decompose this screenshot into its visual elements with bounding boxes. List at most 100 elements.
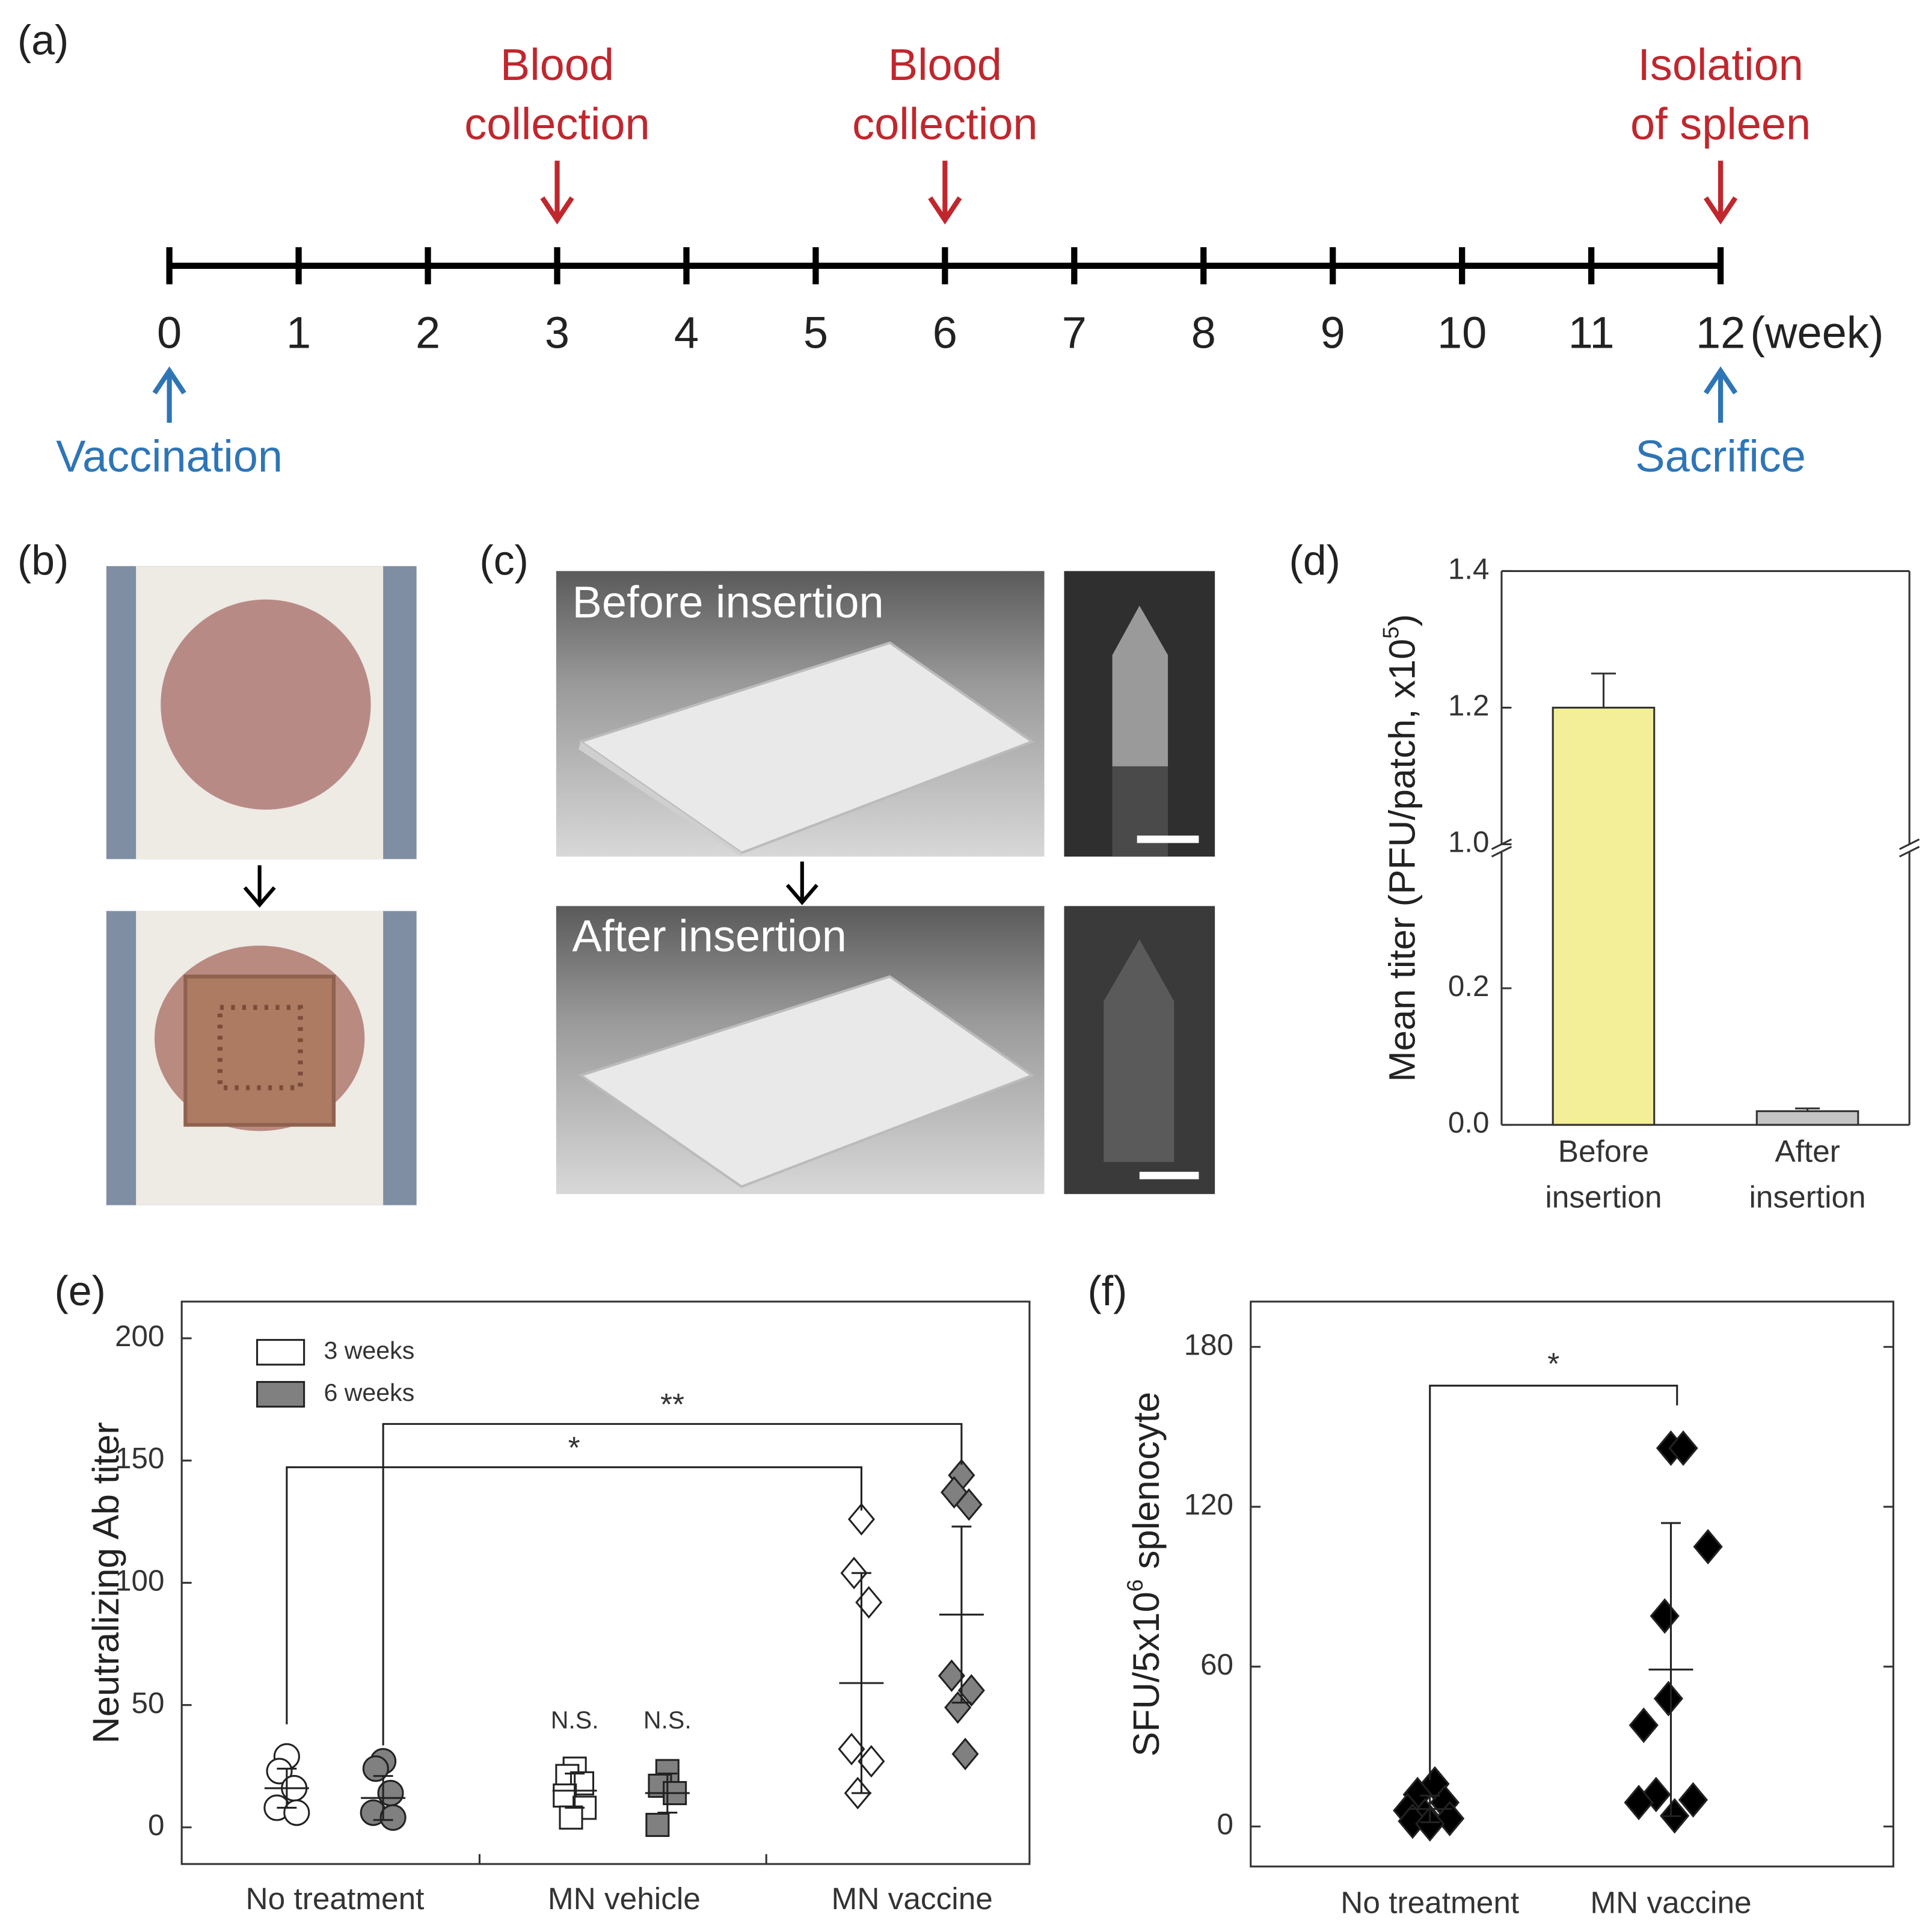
y-tick-label: 120 — [1184, 1488, 1233, 1521]
week-label: 6 — [933, 308, 957, 358]
label-part: Mean titer (PFU/patch, x10 — [1382, 639, 1423, 1082]
event-label: Isolation of spleen — [1630, 40, 1811, 149]
error-bar — [1591, 672, 1616, 708]
label-part: SFU/5x10 — [1126, 1592, 1168, 1756]
significance-label: * — [1547, 1346, 1559, 1380]
event-line: Blood — [500, 40, 614, 90]
label-sup: 6 — [1123, 1580, 1148, 1592]
photo-label: Before insertion — [573, 577, 884, 627]
week-label: 9 — [1321, 308, 1345, 358]
y-tick-label: 1.4 — [1448, 552, 1490, 585]
week-label: 5 — [803, 308, 828, 358]
y-tick-label: 200 — [115, 1320, 164, 1353]
marker — [847, 1503, 875, 1536]
sem-after — [1064, 906, 1215, 1195]
week-label: 12 — [1696, 308, 1745, 358]
marker — [855, 1586, 883, 1619]
y-tick-label: 0 — [1217, 1808, 1233, 1841]
y-tick-label: 0.2 — [1448, 970, 1490, 1003]
sd-bar — [1420, 1794, 1440, 1824]
significance-label: * — [568, 1430, 580, 1465]
panel-label: (b) — [17, 537, 69, 584]
mn-patch — [578, 975, 1035, 1189]
marker — [1641, 1776, 1671, 1813]
event-label: Vaccination — [56, 431, 283, 481]
plot-frame — [180, 1300, 1031, 1865]
label-part: splenocyte — [1126, 1392, 1168, 1580]
x-tick-line: After — [1775, 1133, 1840, 1168]
week-label: 7 — [1062, 308, 1087, 358]
marker — [1650, 1598, 1680, 1634]
marker — [266, 1758, 293, 1785]
bar — [1552, 706, 1656, 1126]
label-part: ) — [1382, 614, 1423, 627]
panel-label: (e) — [55, 1267, 106, 1314]
panel-label: (d) — [1289, 537, 1340, 584]
legend-swatch — [256, 1380, 305, 1408]
legend-label: 6 weeks — [324, 1379, 414, 1406]
marker — [377, 1779, 404, 1807]
y-tick-label: 180 — [1184, 1328, 1233, 1361]
marker — [283, 1799, 310, 1826]
marker — [1653, 1681, 1683, 1717]
arrow-head — [1704, 366, 1738, 395]
marker — [1624, 1785, 1654, 1821]
y-axis-label: SFU/5x106 splenocyte — [1123, 1392, 1168, 1756]
marker — [838, 1732, 865, 1765]
plot-frame — [1250, 1300, 1894, 1868]
break-mark — [1899, 846, 1920, 858]
week-label: 3 — [545, 308, 569, 358]
arrow-head — [540, 196, 574, 225]
week-label: 11 — [1568, 308, 1615, 358]
arrow-head — [243, 886, 276, 908]
sd-bar — [951, 1525, 972, 1704]
legend-swatch — [256, 1339, 305, 1366]
needle-grid — [217, 1004, 303, 1091]
sem-before — [1064, 571, 1215, 857]
y-tick-label: 100 — [115, 1564, 164, 1597]
week-label: 8 — [1191, 308, 1216, 358]
marker — [362, 1755, 389, 1782]
significance-bracket — [382, 1423, 963, 1746]
significance-bracket — [286, 1466, 862, 1724]
y-axis-label: Neutralizing Ab titer — [85, 1422, 127, 1743]
y-tick-label: 0 — [148, 1809, 164, 1842]
x-tick-label: MN vaccine — [1590, 1884, 1751, 1919]
photo-mn-before — [556, 571, 1045, 857]
event-label: Blood collection — [852, 40, 1037, 149]
scale-bar — [1137, 835, 1199, 843]
break-mark — [1491, 846, 1512, 858]
panel-label: (a) — [17, 16, 69, 63]
week-label: 4 — [674, 308, 699, 358]
y-axis-label: Mean titer (PFU/patch, x105) — [1379, 614, 1423, 1082]
photo-label: After insertion — [573, 911, 847, 961]
marker — [379, 1804, 407, 1831]
week-label: 0 — [157, 308, 182, 358]
shaved-skin — [161, 599, 371, 810]
week-unit: (week) — [1750, 308, 1883, 358]
marker — [951, 1737, 979, 1771]
event-line: of spleen — [1630, 99, 1811, 149]
sd-bar — [657, 1773, 678, 1814]
marker — [955, 1488, 983, 1521]
marker — [559, 1805, 583, 1830]
patch — [183, 974, 336, 1127]
sd-bar — [565, 1773, 585, 1809]
arrow-head — [152, 366, 186, 395]
marker — [858, 1745, 885, 1778]
y-tick-label: 50 — [132, 1687, 165, 1720]
marker — [1693, 1528, 1723, 1565]
arrow-head — [928, 196, 962, 225]
week-label: 2 — [416, 308, 440, 358]
y-tick-label: 150 — [115, 1442, 164, 1475]
scale-bar — [1139, 1172, 1199, 1180]
photo-before — [106, 566, 417, 860]
event-line: collection — [852, 99, 1037, 149]
sd-bar — [1661, 1522, 1681, 1817]
photo-mn-after — [556, 906, 1045, 1195]
error-bar — [1795, 1107, 1820, 1112]
mn-edge — [578, 742, 742, 857]
marker — [957, 1674, 985, 1707]
x-tick-label: After insertion — [1749, 1133, 1865, 1214]
